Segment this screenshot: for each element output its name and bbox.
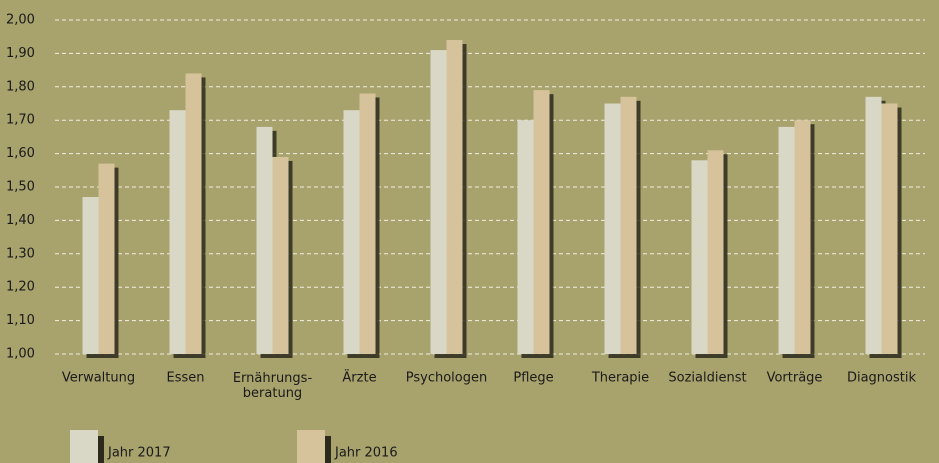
bar bbox=[256, 126, 273, 354]
legend-label: Jahr 2016 bbox=[334, 446, 398, 461]
x-tick-label: Diagnostik bbox=[847, 371, 917, 386]
bar bbox=[620, 96, 637, 354]
x-tick-label: Ernährungs-beratung bbox=[233, 371, 313, 401]
legend-swatch bbox=[297, 430, 325, 463]
bar bbox=[343, 110, 360, 355]
y-tick-label: 1,30 bbox=[6, 246, 35, 261]
bar bbox=[881, 103, 898, 354]
bar bbox=[517, 120, 534, 354]
bar bbox=[604, 103, 621, 354]
bar bbox=[533, 90, 550, 354]
bar bbox=[98, 163, 115, 354]
legend-swatch bbox=[70, 430, 98, 463]
bar bbox=[794, 120, 811, 354]
bar bbox=[691, 160, 708, 354]
bar bbox=[169, 110, 186, 355]
legend-label: Jahr 2017 bbox=[107, 446, 171, 461]
x-tick-label: Verwaltung bbox=[62, 371, 135, 386]
x-tick-label: Vorträge bbox=[767, 371, 823, 386]
bar bbox=[707, 150, 724, 354]
bar bbox=[185, 73, 202, 354]
bar bbox=[778, 126, 795, 354]
bar bbox=[865, 96, 882, 354]
bar bbox=[430, 50, 447, 355]
bar bbox=[446, 40, 463, 354]
x-tick-label: Sozialdienst bbox=[668, 371, 746, 386]
y-tick-label: 1,90 bbox=[6, 46, 35, 61]
y-tick-label: 1,40 bbox=[6, 213, 35, 228]
bar bbox=[359, 93, 376, 354]
y-tick-label: 1,80 bbox=[6, 79, 35, 94]
bar bbox=[272, 156, 289, 354]
x-tick-label: Pflege bbox=[513, 371, 553, 386]
x-tick-label: Essen bbox=[167, 371, 205, 386]
x-tick-label: Therapie bbox=[591, 371, 649, 386]
y-tick-label: 1,00 bbox=[6, 347, 35, 362]
y-tick-label: 2,00 bbox=[6, 13, 35, 28]
x-tick-label: Ärzte bbox=[342, 370, 376, 386]
y-tick-label: 1,50 bbox=[6, 180, 35, 195]
x-tick-label: Psychologen bbox=[406, 371, 487, 386]
y-tick-label: 1,10 bbox=[6, 313, 35, 328]
y-tick-label: 1,20 bbox=[6, 280, 35, 295]
y-tick-label: 1,60 bbox=[6, 146, 35, 161]
bar bbox=[82, 197, 99, 354]
y-tick-label: 1,70 bbox=[6, 113, 35, 128]
